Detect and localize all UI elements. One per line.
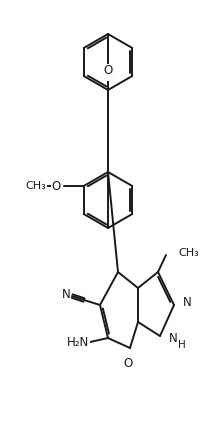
Text: N: N [169,332,178,346]
Text: CH₃: CH₃ [178,248,199,258]
Text: N: N [62,289,70,301]
Text: N: N [183,297,192,309]
Text: O: O [123,357,133,370]
Text: CH₃: CH₃ [25,181,46,191]
Text: H: H [178,340,186,350]
Text: O: O [51,179,60,193]
Text: H₂N: H₂N [67,335,89,348]
Text: O: O [103,65,113,77]
Text: Cl: Cl [102,68,114,80]
